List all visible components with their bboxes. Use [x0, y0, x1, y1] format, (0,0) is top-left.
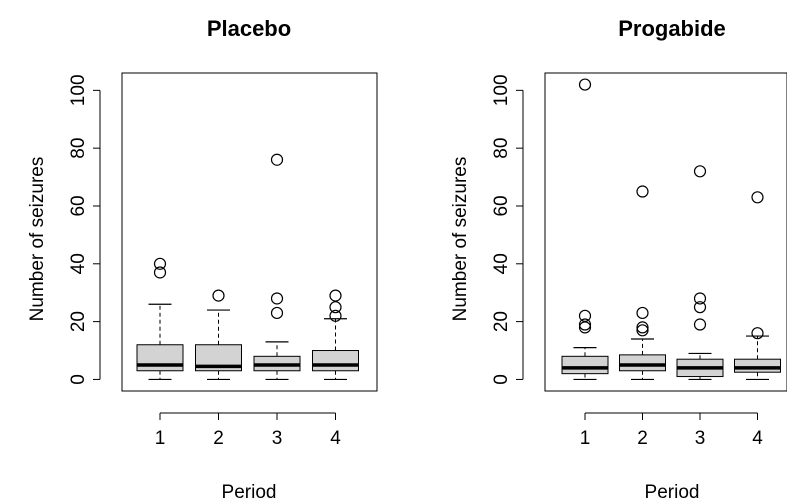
box-period-1 [136, 257, 184, 381]
x-tick-label: 3 [272, 428, 283, 449]
chart-title: Progabide [618, 16, 726, 41]
box-period-1 [561, 78, 609, 381]
outlier-point [578, 78, 592, 91]
x-tick-label: 3 [695, 428, 706, 449]
x-axis-label: Period [645, 482, 700, 502]
x-tick-label: 2 [213, 428, 224, 449]
x-tick-label: 2 [637, 428, 648, 449]
outlier-point [153, 257, 167, 270]
outlier-point [693, 301, 707, 314]
box-period-3 [253, 153, 301, 381]
outlier-point [578, 318, 592, 331]
outlier-point [578, 321, 592, 334]
y-tick-label: 80 [68, 138, 89, 159]
outlier-point [636, 324, 649, 337]
box-period-2 [619, 185, 666, 381]
box-period-4 [734, 191, 781, 381]
y-axis-label: Number of seizures [450, 157, 471, 322]
outlier-point [212, 289, 225, 302]
iqr-box [136, 344, 184, 372]
box-period-2 [195, 289, 242, 381]
x-tick-label: 4 [752, 428, 763, 449]
x-axis-label: Period [222, 482, 277, 502]
y-axis-label: Number of seizures [27, 157, 48, 322]
y-tick-label: 80 [491, 138, 512, 159]
iqr-box [561, 355, 609, 375]
outlier-point [751, 191, 764, 204]
x-tick-label: 1 [580, 428, 591, 449]
box-period-4 [312, 289, 359, 381]
x-tick-label: 4 [330, 428, 341, 449]
outlier-point [270, 292, 284, 305]
placebo-panel: Placebo Number of seizures Period 0 20 40 6… [27, 16, 378, 502]
outlier-point [693, 318, 707, 331]
y-tick-label: 60 [68, 195, 89, 216]
y-tick-label: 0 [68, 374, 89, 385]
y-tick-label: 100 [491, 74, 512, 106]
outlier-point [329, 289, 342, 302]
outlier-point [636, 321, 649, 334]
y-tick-label: 20 [491, 311, 512, 332]
outlier-point [329, 301, 342, 314]
y-tick-label: 60 [491, 195, 512, 216]
plot-frame [544, 72, 787, 392]
outlier-point [329, 309, 342, 322]
outlier-point [153, 266, 167, 279]
outlier-point [693, 292, 707, 305]
y-tick-label: 100 [68, 74, 89, 106]
outlier-point [636, 306, 649, 320]
outlier-point [578, 309, 592, 322]
iqr-box [734, 358, 781, 373]
outlier-point [636, 185, 649, 198]
y-tick-label: 0 [491, 374, 512, 385]
plot-frame [121, 72, 378, 392]
chart-title: Placebo [207, 16, 291, 41]
progabide-panel: Progabide Number of seizures Period 0 20 4… [450, 16, 787, 502]
outlier-point [270, 153, 284, 166]
x-tick-label: 1 [155, 428, 166, 449]
outlier-point [693, 165, 707, 178]
iqr-box [312, 350, 359, 372]
iqr-box [619, 354, 666, 372]
outlier-point [270, 306, 284, 320]
y-tick-label: 40 [491, 253, 512, 274]
y-tick-label: 20 [68, 311, 89, 332]
y-tick-label: 40 [68, 253, 89, 274]
outlier-point [751, 327, 764, 340]
box-period-3 [676, 165, 724, 381]
